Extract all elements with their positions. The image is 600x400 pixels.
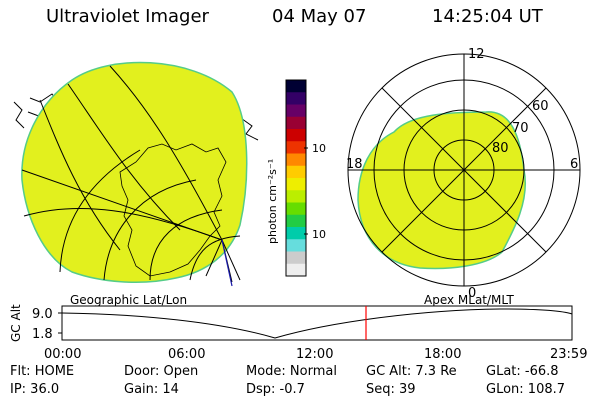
glon-label: GLon: 108.7 xyxy=(486,382,566,397)
x-tick-1200: 12:00 xyxy=(296,347,333,362)
altitude-plot: Geographic Lat/Lon Apex MLat/MLT GC Alt … xyxy=(9,293,587,362)
altitude-plot-frame xyxy=(61,305,573,341)
ip-label: IP: 36.0 xyxy=(10,382,60,397)
pole-marker xyxy=(221,239,233,287)
colorbar-frame xyxy=(285,79,307,277)
y-tick-1.8: 1.8 xyxy=(32,327,53,342)
panel-right-label: Apex MLat/MLT xyxy=(424,293,514,307)
colorbar-cell xyxy=(286,190,306,203)
seq-label: Seq: 39 xyxy=(366,382,416,397)
colorbar-cell xyxy=(286,202,306,216)
colorbar-cell xyxy=(286,178,306,191)
colorbar-cell xyxy=(286,129,306,142)
colorbar-cell xyxy=(286,239,306,252)
lat-label-60: 60 xyxy=(532,99,549,114)
continent-outline xyxy=(119,143,227,277)
gc-alt-axis-label: GC Alt xyxy=(9,304,23,342)
panel-left-label: Geographic Lat/Lon xyxy=(70,293,187,307)
gc-alt-label: GC Alt: 7.3 Re xyxy=(366,364,457,379)
polar-plot: 12 18 6 0 60 70 80 xyxy=(346,47,581,301)
flight-label: Flt: HOME xyxy=(10,364,75,379)
colorbar-cell xyxy=(286,116,306,130)
colorbar-tick-100: 100 xyxy=(312,142,326,155)
mlt-label-18: 18 xyxy=(346,157,363,172)
dsp-label: Dsp: -0.7 xyxy=(246,382,305,397)
door-label: Door: Open xyxy=(124,364,199,379)
app-title: Ultraviolet Imager xyxy=(46,6,209,27)
x-tick-1800: 18:00 xyxy=(424,347,461,362)
mlt-line-diag-2 xyxy=(381,87,547,253)
coastline-right xyxy=(237,115,259,141)
altitude-curve xyxy=(61,308,573,339)
time-label: 14:25:04 UT xyxy=(432,6,543,27)
colorbar-cell xyxy=(286,263,306,277)
colorbar-cell xyxy=(286,141,306,154)
glat-label: GLat: -66.8 xyxy=(486,364,559,379)
colorbar-cell xyxy=(286,251,306,265)
colorbar-cell xyxy=(286,80,306,93)
colorbar-tick-10: 10 xyxy=(312,228,326,241)
lat-label-80: 80 xyxy=(492,141,509,156)
colorbar-cell xyxy=(286,92,306,105)
date-label: 04 May 07 xyxy=(272,6,367,27)
mlt-label-12: 12 xyxy=(468,47,485,62)
colorbar: photon cm⁻²s⁻¹ 100 10 xyxy=(266,79,326,277)
x-tick-0000: 00:00 xyxy=(44,347,81,362)
colorbar-cell xyxy=(286,214,306,228)
emission-region-geo xyxy=(21,61,248,284)
colorbar-cell xyxy=(286,227,306,240)
colorbar-gradient xyxy=(285,79,307,277)
y-tick-9: 9.0 xyxy=(32,307,53,322)
geographic-image xyxy=(13,61,259,287)
colorbar-cell xyxy=(286,153,306,167)
colorbar-cell xyxy=(286,104,306,118)
colorbar-unit-label: photon cm⁻²s⁻¹ xyxy=(266,159,279,244)
mode-label: Mode: Normal xyxy=(246,364,337,379)
mlt-label-0: 0 xyxy=(468,286,476,301)
colorbar-cell xyxy=(286,165,306,179)
geo-grid xyxy=(21,65,241,283)
lat-label-70: 70 xyxy=(512,121,529,136)
mlt-label-6: 6 xyxy=(570,157,578,172)
x-tick-0600: 06:00 xyxy=(168,347,205,362)
x-tick-2359: 23:59 xyxy=(550,347,587,362)
gain-label: Gain: 14 xyxy=(124,382,179,397)
